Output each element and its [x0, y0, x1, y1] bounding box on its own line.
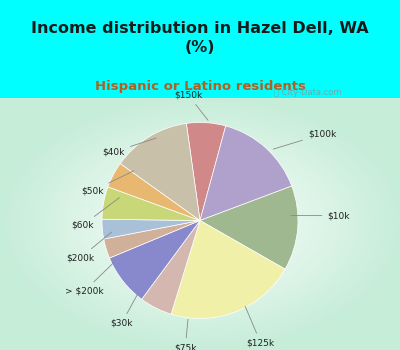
Text: $150k: $150k	[174, 91, 208, 120]
Text: Income distribution in Hazel Dell, WA
(%): Income distribution in Hazel Dell, WA (%…	[31, 21, 369, 55]
Text: $100k: $100k	[273, 130, 336, 149]
Text: $60k: $60k	[71, 198, 119, 230]
Wedge shape	[200, 186, 298, 269]
Wedge shape	[102, 219, 200, 239]
Wedge shape	[200, 126, 292, 220]
Text: > $200k: > $200k	[65, 262, 115, 295]
Text: $50k: $50k	[81, 171, 134, 196]
Wedge shape	[110, 220, 200, 299]
Text: ⓘ City-Data.com: ⓘ City-Data.com	[274, 88, 341, 97]
Text: $40k: $40k	[102, 138, 156, 156]
Wedge shape	[120, 124, 200, 220]
Wedge shape	[186, 122, 226, 220]
Text: $200k: $200k	[66, 232, 112, 262]
Text: $10k: $10k	[291, 211, 350, 220]
Text: $75k: $75k	[174, 319, 196, 350]
Text: Hispanic or Latino residents: Hispanic or Latino residents	[94, 79, 306, 93]
Wedge shape	[108, 163, 200, 220]
Wedge shape	[142, 220, 200, 314]
Wedge shape	[171, 220, 285, 318]
Text: $125k: $125k	[245, 306, 275, 348]
Text: $30k: $30k	[110, 294, 138, 328]
Wedge shape	[102, 187, 200, 220]
Wedge shape	[104, 220, 200, 258]
